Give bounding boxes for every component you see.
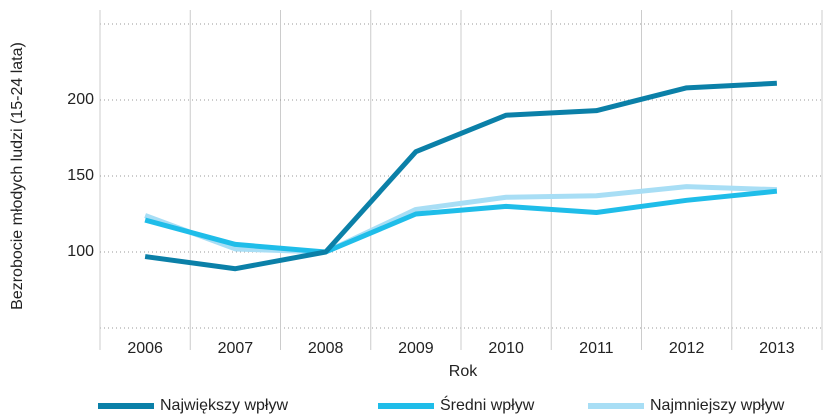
y-tick-label: 150 — [67, 167, 94, 184]
x-tick-label: 2012 — [669, 340, 705, 357]
legend-label: Średni wpływ — [440, 395, 535, 414]
x-tick-label: 2007 — [218, 340, 254, 357]
x-tick-label: 2010 — [488, 340, 524, 357]
data-line — [144, 184, 777, 255]
x-tick-label: 2009 — [398, 340, 434, 357]
legend-label: Najmniejszy wpływ — [650, 397, 785, 414]
x-tick-label: 2006 — [127, 340, 163, 357]
y-tick-label: 200 — [67, 91, 94, 108]
x-axis-title: Rok — [449, 363, 478, 380]
data-line — [144, 188, 778, 255]
x-tick-label: 2011 — [579, 340, 614, 357]
x-tick-label: 2013 — [759, 340, 795, 357]
legend-label: Największy wpływ — [160, 397, 288, 414]
data-line — [144, 80, 778, 272]
x-tick-label: 2008 — [308, 340, 344, 357]
y-tick-label: 100 — [67, 243, 94, 260]
y-axis-title: Bezrobocie młodych ludzi (15-24 lata) — [9, 42, 26, 310]
